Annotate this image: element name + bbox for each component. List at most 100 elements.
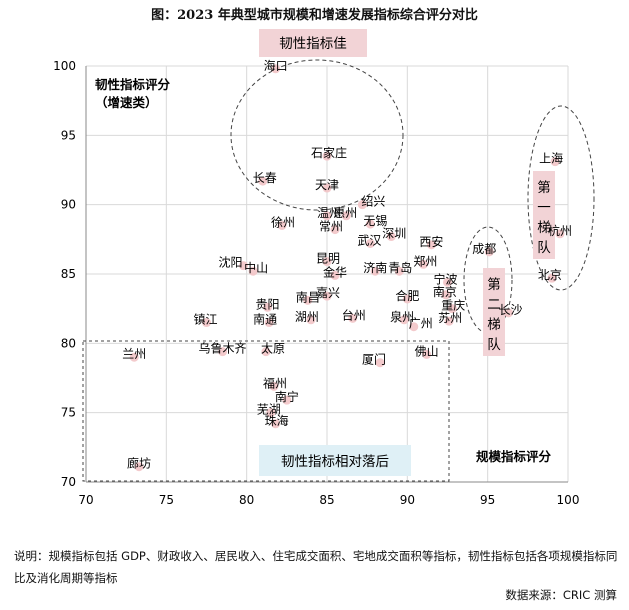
point-label-常州: 常州 bbox=[319, 220, 343, 234]
point-嘉兴 bbox=[322, 291, 332, 301]
y-tick-label: 100 bbox=[53, 59, 76, 73]
point-成都 bbox=[484, 247, 494, 257]
point-惠州 bbox=[341, 211, 351, 221]
x-tick-label: 80 bbox=[239, 493, 254, 507]
point-长春 bbox=[258, 176, 268, 186]
y-tick-label: 95 bbox=[61, 128, 76, 142]
point-label-湖州: 湖州 bbox=[295, 309, 319, 324]
point-label-惠州: 惠州 bbox=[333, 206, 357, 220]
point-中山 bbox=[248, 266, 258, 276]
point-label-泉州: 泉州 bbox=[390, 310, 414, 324]
point-广州 bbox=[409, 322, 419, 332]
point-label-成都: 成都 bbox=[472, 242, 496, 256]
point-label-金华: 金华 bbox=[323, 264, 347, 279]
point-芜湖 bbox=[266, 408, 276, 418]
x-tick-label: 75 bbox=[159, 493, 174, 507]
point-label-嘉兴: 嘉兴 bbox=[316, 286, 340, 300]
point-湖州 bbox=[306, 315, 316, 325]
point-佛山 bbox=[422, 349, 432, 359]
y-tick-label: 90 bbox=[61, 198, 76, 212]
point-海口 bbox=[271, 64, 281, 74]
point-label-石家庄: 石家庄 bbox=[311, 145, 347, 160]
point-郑州 bbox=[418, 259, 428, 269]
point-label-青岛: 青岛 bbox=[388, 260, 412, 275]
point-label-福州: 福州 bbox=[263, 375, 287, 390]
data-source: 数据来源：CRIC 测算 bbox=[505, 588, 617, 602]
point-label-乌鲁木齐: 乌鲁木齐 bbox=[199, 341, 247, 356]
point-天津 bbox=[322, 183, 332, 193]
x-tick-label: 85 bbox=[319, 493, 334, 507]
point-南京 bbox=[441, 290, 451, 300]
point-label-南通: 南通 bbox=[253, 312, 277, 327]
point-兰州 bbox=[129, 352, 139, 362]
y-tick-label: 75 bbox=[61, 406, 76, 420]
point-常州 bbox=[330, 225, 340, 235]
point-label-长沙: 长沙 bbox=[499, 303, 523, 317]
point-南宁 bbox=[282, 395, 292, 405]
point-label-无锡: 无锡 bbox=[363, 213, 387, 228]
point-label-中山: 中山 bbox=[244, 260, 268, 275]
tier2-label-bg bbox=[483, 268, 505, 356]
point-深圳 bbox=[386, 232, 396, 242]
point-台州 bbox=[348, 313, 358, 323]
point-label-台州: 台州 bbox=[342, 307, 366, 322]
point-label-徐州: 徐州 bbox=[271, 214, 295, 229]
point-南昌 bbox=[303, 295, 313, 305]
point-labels: 海口石家庄长春 天津绍兴温州惠州徐州 常州 无锡深圳武汉 西安沈阳 中山 昆明金华 济南 青岛郑… bbox=[122, 58, 572, 471]
point-label-武汉: 武汉 bbox=[357, 233, 381, 247]
point-太原 bbox=[261, 347, 271, 357]
point-石家庄 bbox=[322, 151, 332, 161]
point-label-南宁: 南宁 bbox=[275, 389, 299, 404]
point-合肥 bbox=[402, 294, 412, 304]
y-axis-label-line1: 韧性指标评分 bbox=[95, 77, 171, 92]
point-重庆 bbox=[447, 304, 457, 314]
point-label-北京: 北京 bbox=[538, 268, 562, 282]
point-label-沈阳: 沈阳 bbox=[218, 255, 242, 270]
point-label-合肥: 合肥 bbox=[395, 288, 419, 303]
point-镇江 bbox=[202, 318, 211, 328]
point-西安 bbox=[426, 240, 436, 250]
point-沈阳 bbox=[238, 261, 248, 271]
point-label-廊坊: 廊坊 bbox=[127, 456, 151, 471]
point-label-苏州: 苏州 bbox=[438, 311, 462, 325]
point-label-西安: 西安 bbox=[419, 234, 443, 249]
resilience-best-label-bg bbox=[259, 29, 367, 57]
tier2-ellipse bbox=[463, 226, 513, 334]
resilience-best-circle bbox=[230, 59, 404, 211]
point-济南 bbox=[370, 266, 380, 276]
point-徐州 bbox=[277, 220, 287, 230]
lagging-box bbox=[82, 340, 450, 482]
axes bbox=[85, 66, 568, 483]
point-贵阳 bbox=[263, 302, 273, 312]
point-label-昆明: 昆明 bbox=[316, 252, 340, 266]
point-珠海 bbox=[271, 419, 281, 429]
point-label-南京: 南京 bbox=[433, 284, 457, 299]
point-杭州 bbox=[555, 229, 565, 239]
point-label-兰州: 兰州 bbox=[122, 347, 146, 361]
point-青岛 bbox=[394, 266, 404, 276]
point-label-南昌: 南昌 bbox=[296, 289, 320, 304]
y-axis-label-line2: （增速类） bbox=[95, 95, 158, 110]
points bbox=[129, 64, 565, 472]
point-上海 bbox=[550, 157, 560, 167]
tier2-label: 第二梯队 bbox=[487, 276, 501, 353]
point-金华 bbox=[330, 270, 340, 280]
y-tick-label: 70 bbox=[61, 475, 76, 489]
point-武汉 bbox=[365, 238, 375, 248]
point-无锡 bbox=[365, 219, 375, 229]
point-昆明 bbox=[322, 257, 332, 267]
point-label-长春: 长春 bbox=[253, 171, 277, 185]
point-label-宁波: 宁波 bbox=[433, 271, 457, 286]
point-label-天津: 天津 bbox=[315, 178, 339, 192]
point-label-绍兴: 绍兴 bbox=[361, 195, 385, 209]
point-label-温州: 温州 bbox=[317, 206, 341, 220]
resilience-lagging-label: 韧性指标相对落后 bbox=[281, 454, 389, 470]
point-label-芜湖: 芜湖 bbox=[257, 402, 281, 417]
point-乌鲁木齐 bbox=[218, 347, 228, 357]
point-label-广州: 广州 bbox=[409, 317, 433, 331]
point-南通 bbox=[264, 318, 274, 328]
y-tick-label: 85 bbox=[61, 267, 76, 281]
tier1-label-bg bbox=[533, 171, 555, 259]
tick-labels: 70 75 80 85 90 95 100 70 75 80 85 90 95 100 bbox=[53, 59, 579, 507]
